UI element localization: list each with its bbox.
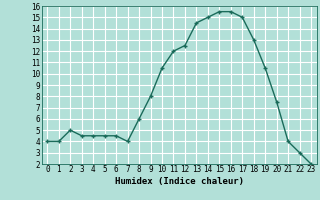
X-axis label: Humidex (Indice chaleur): Humidex (Indice chaleur) xyxy=(115,177,244,186)
